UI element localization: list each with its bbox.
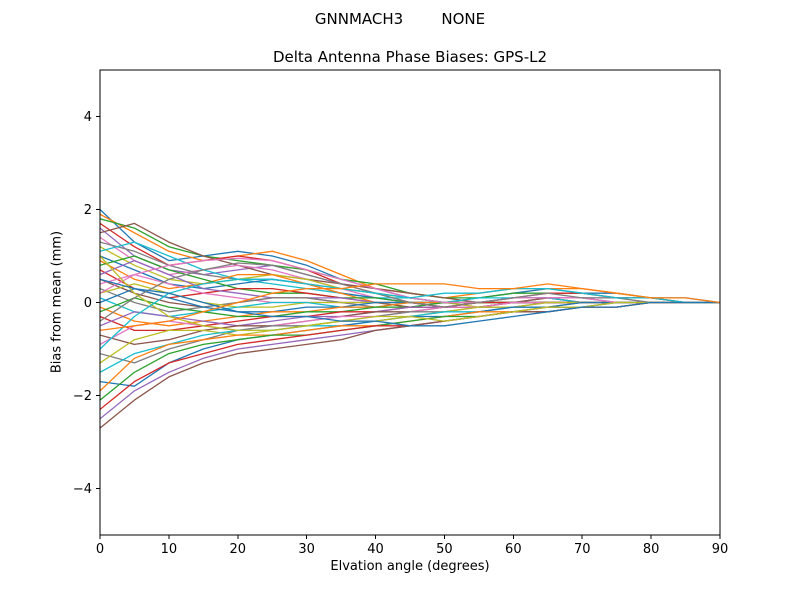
x-tick-label: 0 <box>96 542 104 557</box>
series-line <box>100 255 720 304</box>
y-tick-label: −4 <box>73 482 92 497</box>
x-tick-label: 80 <box>643 542 660 557</box>
y-tick-label: 0 <box>84 296 92 311</box>
series-line <box>100 213 720 304</box>
x-tick-label: 60 <box>505 542 522 557</box>
series-line <box>100 259 720 304</box>
x-tick-label: 40 <box>367 542 384 557</box>
y-tick-label: 4 <box>84 110 92 125</box>
series-line <box>100 283 720 332</box>
y-tick-label: 2 <box>84 203 92 218</box>
series-line <box>100 301 720 410</box>
y-axis-label: Bias from mean (mm) <box>49 230 65 374</box>
chart-title: Delta Antenna Phase Biases: GPS-L2 <box>272 48 548 66</box>
y-axis-ticks: −4 −2 0 2 4 <box>73 110 100 497</box>
x-tick-label: 30 <box>298 542 315 557</box>
y-tick-label: −2 <box>73 389 92 404</box>
plot-lines <box>100 209 720 429</box>
series-line <box>100 255 720 332</box>
series-line <box>100 257 720 304</box>
x-tick-label: 20 <box>230 542 247 557</box>
x-tick-label: 90 <box>712 542 729 557</box>
x-tick-label: 70 <box>574 542 591 557</box>
series-line <box>100 278 720 350</box>
figure-suptitle: GNNMACH3 NONE <box>314 10 486 28</box>
x-axis-label: Elvation angle (degrees) <box>330 559 490 574</box>
x-tick-label: 50 <box>436 542 453 557</box>
series-line <box>100 209 720 304</box>
x-tick-label: 10 <box>161 542 178 557</box>
series-line <box>100 269 720 308</box>
x-axis-ticks: 0 10 20 30 40 50 60 70 80 90 <box>96 535 728 557</box>
series-line <box>100 255 720 304</box>
series-line <box>100 278 720 327</box>
